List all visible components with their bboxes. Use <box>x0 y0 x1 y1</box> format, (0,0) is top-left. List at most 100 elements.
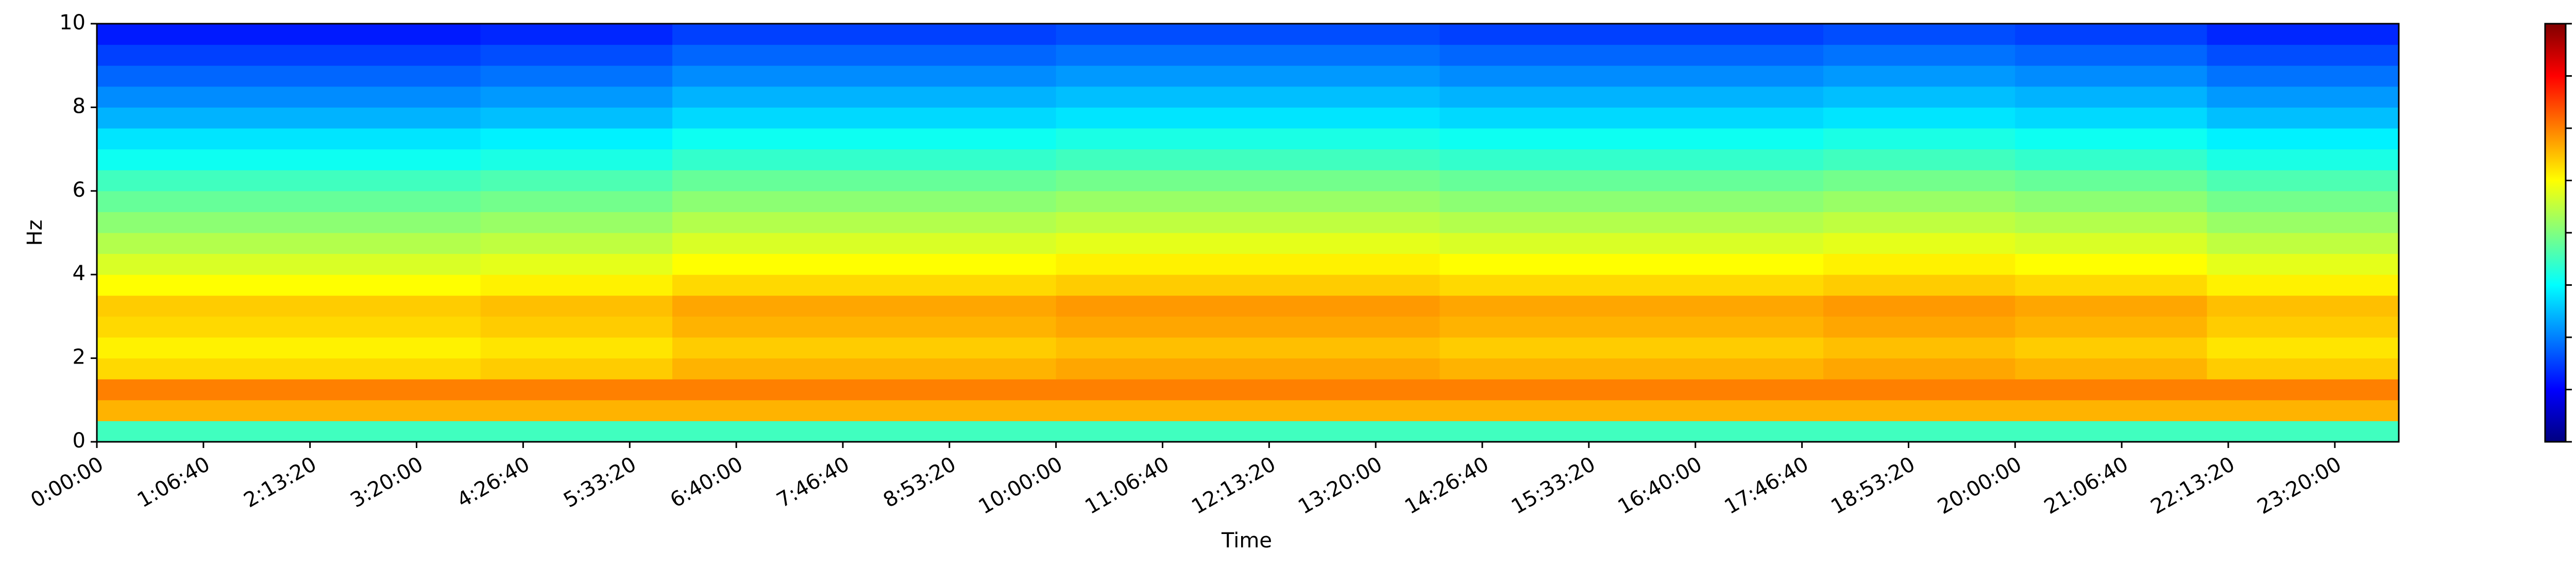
spectrogram-cell <box>1248 421 1440 442</box>
spectrogram-cell <box>289 191 481 212</box>
spectrogram-cell <box>289 86 481 108</box>
spectrogram-cell <box>1248 65 1440 87</box>
spectrogram-cell <box>1248 358 1440 380</box>
x-tick-label: 1:06:40 <box>133 452 214 512</box>
spectrogram-cell <box>2207 274 2399 296</box>
x-tick-label: 12:13:20 <box>1188 452 1280 519</box>
spectrogram-cell <box>1823 24 2015 45</box>
spectrogram-cell <box>864 337 1057 359</box>
spectrogram-cell <box>1631 24 1824 45</box>
spectrogram-cell <box>864 379 1057 401</box>
spectrogram-cell <box>97 128 289 150</box>
spectrogram-cell <box>289 170 481 192</box>
spectrogram-cell <box>97 358 289 380</box>
spectrogram-cell <box>2015 316 2208 338</box>
spectrogram-cell <box>1056 400 1248 421</box>
y-tick-label: 2 <box>73 346 86 369</box>
spectrogram-cell <box>2015 274 2208 296</box>
spectrogram-cell <box>1439 274 1632 296</box>
spectrogram-cell <box>1631 337 1824 359</box>
spectrogram-cell <box>2015 379 2208 401</box>
spectrogram-cell <box>1439 295 1632 317</box>
spectrogram-cell <box>2207 65 2399 87</box>
x-tick-label: 7:46:40 <box>773 452 854 512</box>
spectrogram-cell <box>2207 191 2399 212</box>
spectrogram-cell <box>1631 233 1824 254</box>
spectrogram-cell <box>2207 128 2399 150</box>
spectrogram-cell <box>1823 149 2015 170</box>
spectrogram-cell <box>480 191 673 212</box>
spectrogram-cell <box>97 400 289 421</box>
spectrogram-cell <box>1631 316 1824 338</box>
spectrogram-cell <box>672 86 865 108</box>
spectrogram-cell <box>1823 65 2015 87</box>
spectrogram-cell <box>1823 86 2015 108</box>
spectrogram-cell <box>1056 316 1248 338</box>
spectrogram-cell <box>1056 337 1248 359</box>
y-axis-label: Hz <box>23 219 47 246</box>
spectrogram-cell <box>2207 107 2399 129</box>
spectrogram-cell <box>864 86 1057 108</box>
spectrogram-cell <box>2015 65 2208 87</box>
spectrogram-cell <box>1823 400 2015 421</box>
spectrogram-cell <box>1056 128 1248 150</box>
spectrogram-cell <box>2015 107 2208 129</box>
spectrogram-cell <box>1823 253 2015 275</box>
spectrogram-cell <box>289 65 481 87</box>
spectrogram-cell <box>2207 421 2399 442</box>
spectrogram-cell <box>1631 421 1824 442</box>
spectrogram-cell <box>289 400 481 421</box>
spectrogram-cell <box>864 421 1057 442</box>
spectrogram-cell <box>1439 24 1632 45</box>
spectrogram-cell <box>864 212 1057 233</box>
spectrogram-cell <box>1631 191 1824 212</box>
x-tick-label: 20:00:00 <box>1934 452 2026 519</box>
x-tick-label: 5:33:20 <box>560 452 640 512</box>
spectrogram-cell <box>480 400 673 421</box>
spectrogram-cell <box>289 379 481 401</box>
spectrogram-cell <box>1248 191 1440 212</box>
spectrogram-cell <box>2015 295 2208 317</box>
spectrogram-cell <box>2207 400 2399 421</box>
spectrogram-cell <box>1439 337 1632 359</box>
spectrogram-cell <box>97 295 289 317</box>
spectrogram-cell <box>864 149 1057 170</box>
spectrogram-cell <box>672 149 865 170</box>
spectrogram-cell <box>1056 358 1248 380</box>
spectrogram-cell <box>1056 170 1248 192</box>
spectrogram-cell <box>1056 191 1248 212</box>
spectrogram-cell <box>1056 107 1248 129</box>
spectrogram-cell <box>480 128 673 150</box>
spectrogram-cell <box>480 358 673 380</box>
spectrogram-cell <box>2207 44 2399 66</box>
spectrogram-cell <box>1439 253 1632 275</box>
spectrogram-cell <box>1823 358 2015 380</box>
spectrogram-cell <box>2015 191 2208 212</box>
spectrogram-cell <box>1631 212 1824 233</box>
x-tick-label: 13:20:00 <box>1294 452 1386 519</box>
spectrogram-cell <box>1631 65 1824 87</box>
spectrogram-cell <box>2207 253 2399 275</box>
spectrogram-cell <box>1631 128 1824 150</box>
spectrogram-cell <box>1248 149 1440 170</box>
spectrogram-cell <box>672 170 865 192</box>
spectrogram-cell <box>480 421 673 442</box>
x-tick-label: 23:20:00 <box>2253 452 2346 519</box>
spectrogram-cell <box>864 295 1057 317</box>
x-tick-label: 18:53:20 <box>1827 452 1919 519</box>
spectrogram-cell <box>1056 233 1248 254</box>
spectrogram-cell <box>864 128 1057 150</box>
spectrogram-cell <box>1439 170 1632 192</box>
spectrogram-cell <box>289 274 481 296</box>
spectrogram-cell <box>1056 274 1248 296</box>
spectrogram-cell <box>2207 358 2399 380</box>
spectrogram-cell <box>864 44 1057 66</box>
spectrogram-cell <box>97 337 289 359</box>
spectrogram-cell <box>97 233 289 254</box>
spectrogram-cell <box>672 421 865 442</box>
spectrogram-cell <box>672 24 865 45</box>
spectrogram-cell <box>1823 170 2015 192</box>
spectrogram-cell <box>864 233 1057 254</box>
spectrogram-cell <box>480 337 673 359</box>
spectrogram-cell <box>1248 400 1440 421</box>
